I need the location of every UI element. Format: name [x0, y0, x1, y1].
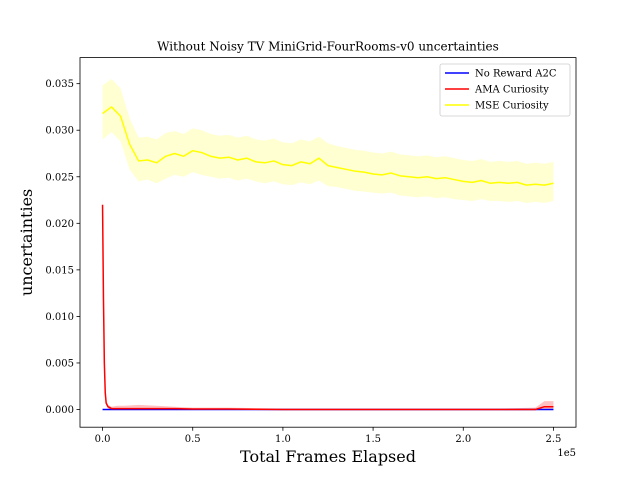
y-tick-label: 0.010 [45, 312, 74, 323]
legend-label: No Reward A2C [475, 69, 557, 80]
x-tick-label: 2.5 [546, 434, 562, 445]
mse-curiosity-line [102, 106, 554, 186]
x-axis-label: Total Frames Elapsed [240, 447, 416, 466]
y-tick-label: 0.015 [45, 265, 74, 276]
x-tick-label: 0.0 [95, 434, 111, 445]
x-axis-ticks: 0.0 0.5 1.0 1.5 2.0 2.5 [95, 427, 562, 445]
confidence-bands [102, 79, 554, 410]
ama-curiosity-line [101, 204, 554, 411]
plot-area-frame [79, 57, 577, 428]
legend: No Reward A2C AMA Curiosity MSE Curiosity [439, 63, 571, 117]
y-tick-label: 0.035 [45, 79, 74, 90]
y-axis-label: uncertainties [17, 189, 36, 296]
x-axis-offset-label: 1e5 [557, 448, 576, 459]
chart-title: Without Noisy TV MiniGrid-FourRooms-v0 u… [157, 40, 499, 54]
y-axis-ticks: 0.000 0.005 0.010 0.015 0.020 0.025 0.030 0.035 [45, 79, 80, 416]
x-tick-label: 2.0 [455, 434, 471, 445]
x-tick-label: 1.0 [275, 434, 291, 445]
x-tick-label: 0.5 [185, 434, 201, 445]
mse-curiosity-band [102, 79, 554, 203]
y-tick-label: 0.005 [45, 358, 74, 369]
y-tick-label: 0.000 [45, 405, 74, 416]
legend-label: AMA Curiosity [474, 85, 549, 96]
y-tick-label: 0.030 [45, 126, 74, 137]
legend-label: MSE Curiosity [475, 101, 549, 112]
legend-frame [439, 63, 571, 117]
y-tick-label: 0.025 [45, 172, 74, 183]
series-lines [101, 106, 554, 411]
y-tick-label: 0.020 [45, 219, 74, 230]
x-tick-label: 1.5 [365, 434, 381, 445]
